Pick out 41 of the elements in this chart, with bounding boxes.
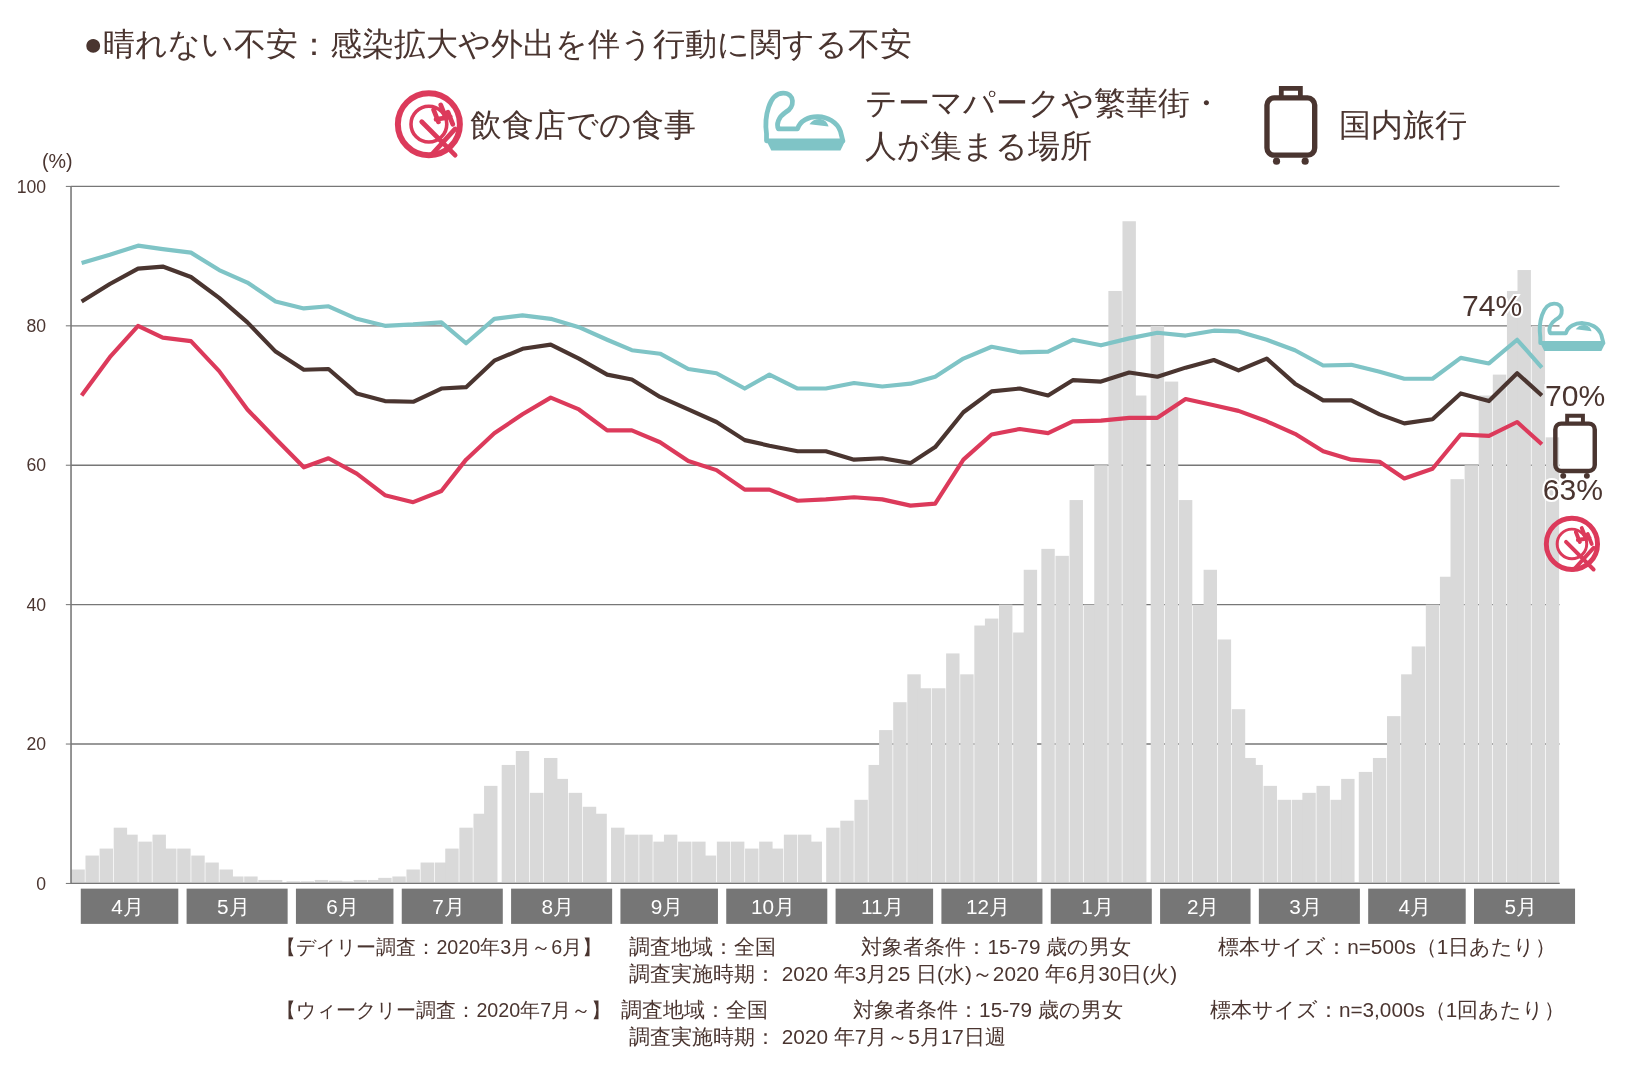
x-tick-label: 4月 bbox=[111, 894, 144, 918]
legend-label: テーマパークや繁華街・人が集まる場所 bbox=[864, 84, 1222, 165]
x-tick-label: 4月 bbox=[1398, 894, 1432, 918]
y-axis-title: (%) bbox=[41, 149, 73, 172]
text: 調査実施時期： 2020 年7月～5月17日週 bbox=[629, 1025, 1006, 1049]
text: 調査実施時期： 2020 年3月25 日(水)～2020 年6月30日(火) bbox=[629, 961, 1178, 985]
x-tick-label: 10月 bbox=[750, 894, 795, 918]
data-label: 74% bbox=[1461, 288, 1523, 322]
y-tick-label: 80 bbox=[26, 316, 47, 337]
text: 標本サイズ：n=3,000s（1回あたり） bbox=[1209, 998, 1566, 1022]
legend-label: 国内旅行 bbox=[1338, 106, 1467, 143]
text: 対象者条件：15-79 歳の男女 bbox=[853, 998, 1123, 1022]
text: 調査地域：全国 bbox=[629, 934, 777, 958]
legend-label: 飲食店での食事 bbox=[470, 106, 697, 143]
line-series bbox=[79, 323, 1544, 508]
chart-title: ●晴れない不安：感染拡大や外出を伴う行動に関する不安 bbox=[83, 25, 912, 62]
y-tick-label: 20 bbox=[26, 734, 47, 755]
text: 【デイリー調査：2020年3月～6月】 bbox=[276, 935, 603, 958]
x-tick-label: 5月 bbox=[217, 894, 250, 918]
x-tick-label: 12月 bbox=[966, 894, 1011, 918]
data-label: 63% bbox=[1542, 473, 1604, 507]
x-tick-label: 5月 bbox=[1504, 894, 1537, 918]
data-label: 70% bbox=[1544, 378, 1606, 412]
y-tick-label: 0 bbox=[36, 873, 47, 894]
text: 調査地域：全国 bbox=[620, 998, 768, 1022]
y-tick-label: 40 bbox=[26, 594, 47, 615]
line-series bbox=[79, 243, 1544, 391]
x-tick-label: 8月 bbox=[541, 894, 575, 918]
x-tick-label: 1月 bbox=[1081, 894, 1114, 918]
line-series bbox=[79, 264, 1544, 466]
y-tick-label: 100 bbox=[16, 176, 47, 197]
x-tick-label: 3月 bbox=[1289, 894, 1322, 918]
x-tick-label: 9月 bbox=[650, 894, 684, 918]
y-tick-label: 60 bbox=[26, 455, 47, 476]
text: 【ウィークリー調査：2020年7月～】 bbox=[276, 999, 612, 1022]
x-tick-label: 7月 bbox=[432, 894, 465, 918]
x-tick-label: 2月 bbox=[1186, 894, 1220, 918]
text: 標本サイズ：n=500s（1日あたり） bbox=[1218, 934, 1557, 958]
x-tick-label: 11月 bbox=[861, 894, 904, 918]
x-tick-label: 6月 bbox=[326, 894, 359, 918]
text: 対象者条件：15-79 歳の男女 bbox=[861, 934, 1132, 958]
